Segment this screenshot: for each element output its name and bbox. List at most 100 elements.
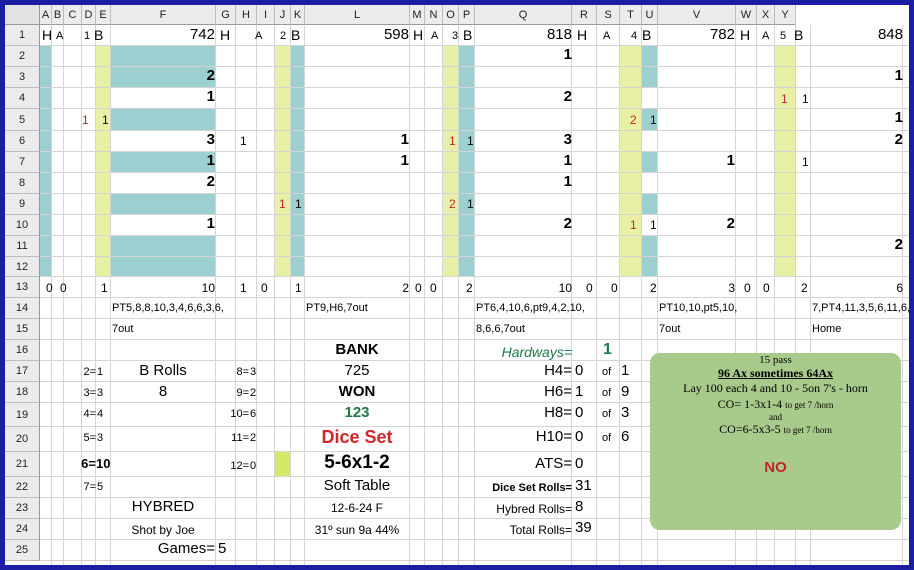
column-header-m[interactable]: M [410, 5, 425, 25]
row-header-20[interactable]: 20 [5, 427, 40, 452]
grid-vline [458, 25, 459, 565]
note-pass-count: 15 pass [759, 354, 792, 366]
h8-label: H8= [544, 404, 572, 421]
teal-h-cell [291, 67, 305, 88]
grid-hline [40, 172, 909, 173]
grid-hline [40, 151, 909, 152]
roll-10-value: 6 [250, 408, 257, 420]
column-header-p[interactable]: P [459, 5, 475, 25]
column-header-b[interactable]: B [52, 5, 64, 25]
teal-h-cell [40, 67, 52, 88]
select-all-corner[interactable] [5, 5, 40, 25]
column-header-f[interactable]: F [111, 5, 216, 25]
r13-y: 6 [896, 281, 903, 295]
points-g4-line1: PT10,10,pt5,10, [659, 302, 738, 314]
column-header-h[interactable]: H [236, 5, 257, 25]
column-header-q[interactable]: Q [475, 5, 572, 25]
roll-6-label: 6= [81, 456, 96, 471]
column-header-o[interactable]: O [443, 5, 459, 25]
b-rolls-value: 8 [158, 383, 168, 400]
row-header-5[interactable]: 5 [5, 109, 40, 131]
note-co2: CO=6-5x3-5 to get 7 /horn [650, 422, 901, 437]
r13-a: 0 [46, 281, 53, 295]
column-header-i[interactable]: I [257, 5, 275, 25]
cell-e7: 1 [206, 152, 215, 169]
grid-hline [40, 518, 909, 519]
row-header-22[interactable]: 22 [5, 477, 40, 498]
cell-o4: 2 [563, 88, 572, 105]
h4-of: of [602, 366, 612, 378]
row-header-14[interactable]: 14 [5, 298, 40, 319]
row-header-21[interactable]: 21 [5, 452, 40, 477]
row-header-9[interactable]: 9 [5, 194, 40, 215]
row-header-3[interactable]: 3 [5, 67, 40, 88]
strategy-note-box[interactable]: 15 pass 96 Ax sometimes 64Ax Lay 100 eac… [650, 353, 901, 530]
column-header-w[interactable]: W [736, 5, 757, 25]
cell-y5: 1 [894, 109, 903, 126]
roll-6-value: 10 [96, 456, 111, 471]
column-header-k[interactable]: K [291, 5, 305, 25]
row-header-8[interactable]: 8 [5, 173, 40, 194]
row-header-18[interactable]: 18 [5, 382, 40, 403]
column-header-v[interactable]: V [658, 5, 736, 25]
column-header-c[interactable]: C [64, 5, 82, 25]
teal-h-cell [642, 152, 658, 173]
teal-h-cell [459, 109, 475, 131]
r13-j: 2 [402, 281, 409, 295]
row-header-2[interactable]: 2 [5, 46, 40, 67]
r13-e: 10 [201, 281, 215, 295]
row-header-4[interactable]: 4 [5, 88, 40, 109]
roll-9-label: 9= [236, 387, 249, 399]
teal-h-cell [111, 152, 216, 173]
column-header-d[interactable]: D [82, 5, 96, 25]
cell-e4: 1 [206, 88, 215, 105]
column-header-l[interactable]: L [305, 5, 410, 25]
row-header-1[interactable]: 1 [5, 25, 40, 46]
h6-value: 1 [575, 383, 584, 400]
column-header-x[interactable]: X [757, 5, 775, 25]
column-header-s[interactable]: S [597, 5, 620, 25]
r13-b: 0 [60, 281, 67, 295]
teal-h-cell [642, 194, 658, 215]
column-header-g[interactable]: G [216, 5, 236, 25]
cell-m6: 1 [449, 134, 456, 148]
column-header-a[interactable]: A [40, 5, 52, 25]
column-header-r[interactable]: R [572, 5, 597, 25]
row-header-6[interactable]: 6 [5, 131, 40, 152]
yellow-score-column [275, 46, 291, 277]
g5-score: 848 [877, 26, 903, 43]
points-g5-line2: Home [812, 323, 842, 335]
r13-u: 0 [744, 281, 751, 295]
row-header-12[interactable]: 12 [5, 257, 40, 277]
bank-label: BANK [335, 341, 379, 358]
grid-hline [40, 214, 909, 215]
grid-hline [40, 497, 909, 498]
row-header-24[interactable]: 24 [5, 519, 40, 540]
grid-vline [424, 25, 425, 565]
row-header-17[interactable]: 17 [5, 361, 40, 382]
column-header-e[interactable]: E [96, 5, 111, 25]
teal-h-cell [40, 109, 52, 131]
column-header-j[interactable]: J [275, 5, 291, 25]
g4-h: H [577, 27, 588, 43]
cell-d5: 1 [102, 113, 109, 127]
column-header-t[interactable]: T [620, 5, 642, 25]
column-header-u[interactable]: U [642, 5, 658, 25]
row-header-19[interactable]: 19 [5, 403, 40, 427]
cell-s10: 1 [650, 218, 657, 232]
row-header-16[interactable]: 16 [5, 340, 40, 361]
row-header-15[interactable]: 15 [5, 319, 40, 340]
grid-vline [63, 25, 64, 565]
column-header-y[interactable]: Y [775, 5, 796, 25]
teal-h-cell [40, 131, 52, 152]
row-header-13[interactable]: 13 [5, 277, 40, 298]
roll-5-label: 5= [83, 432, 96, 444]
row-header-25[interactable]: 25 [5, 540, 40, 561]
note-and: and [769, 412, 782, 422]
row-header-10[interactable]: 10 [5, 215, 40, 236]
row-header-23[interactable]: 23 [5, 498, 40, 519]
row-header-7[interactable]: 7 [5, 152, 40, 173]
row-header-11[interactable]: 11 [5, 236, 40, 257]
column-header-n[interactable]: N [425, 5, 443, 25]
